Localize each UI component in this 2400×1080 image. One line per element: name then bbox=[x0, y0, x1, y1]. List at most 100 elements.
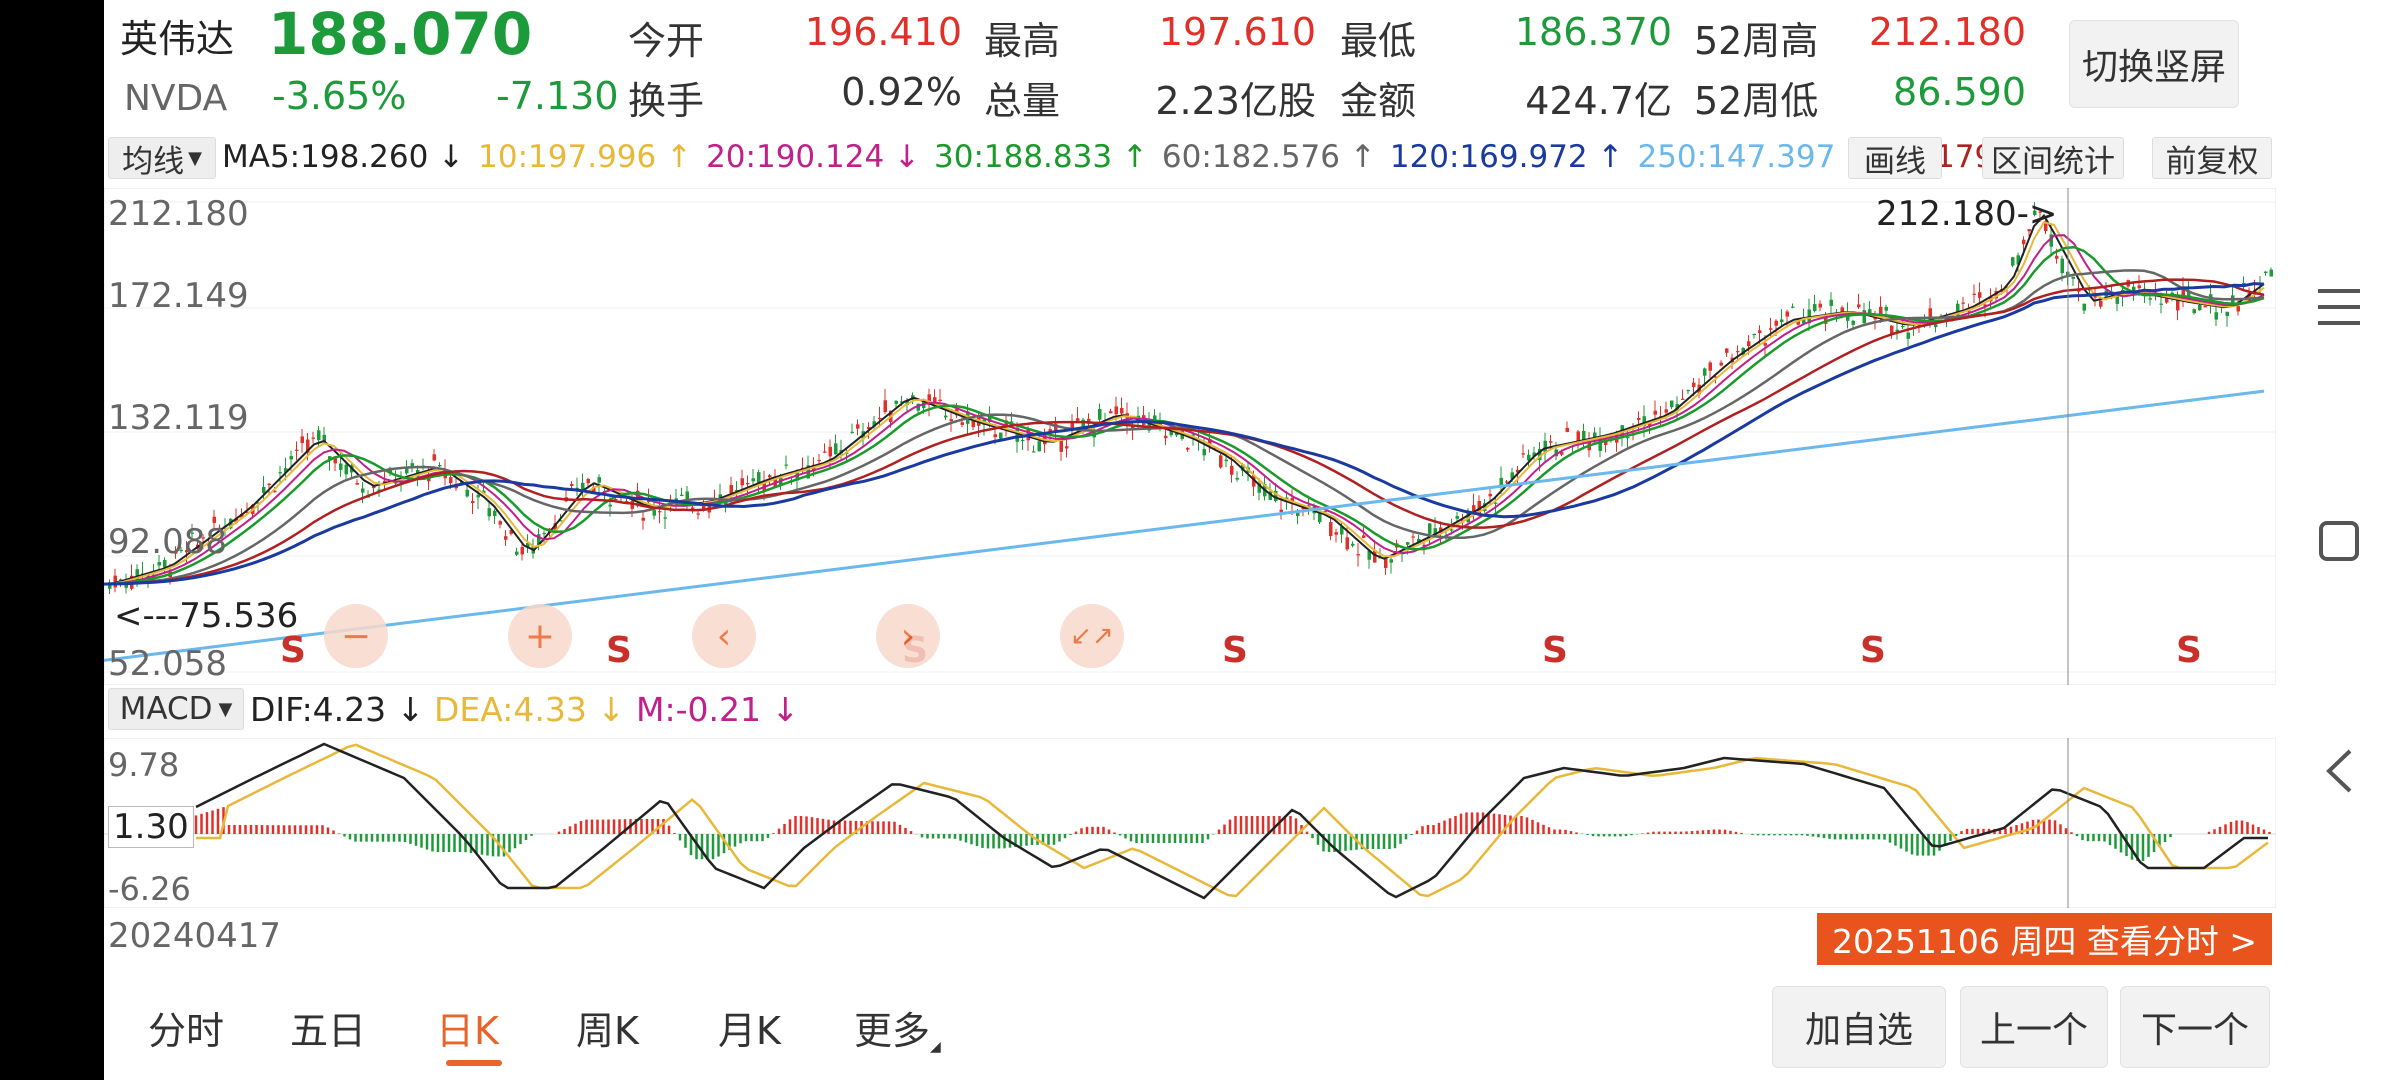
ma-line bbox=[104, 269, 2265, 586]
tab-intraday[interactable]: 分时 bbox=[148, 1009, 225, 1053]
candle bbox=[427, 477, 431, 482]
candle bbox=[1164, 435, 1168, 439]
candle bbox=[1670, 400, 1674, 408]
candle bbox=[1472, 505, 1476, 512]
tab-monthly-k[interactable]: 月K bbox=[718, 1009, 781, 1053]
candle bbox=[1109, 411, 1113, 414]
reset-zoom-button[interactable]: ↙↗ bbox=[1060, 604, 1124, 668]
macd-selector[interactable]: MACD ▼ bbox=[108, 688, 244, 730]
zoom-out-button[interactable]: − bbox=[324, 604, 388, 668]
candle bbox=[328, 456, 332, 460]
candle bbox=[1131, 425, 1135, 430]
candle bbox=[267, 483, 271, 486]
candle bbox=[784, 464, 788, 466]
candle bbox=[1477, 500, 1481, 514]
candle bbox=[1549, 441, 1553, 443]
stat-value: 86.590 bbox=[1893, 70, 2026, 114]
candle bbox=[355, 483, 359, 485]
candle bbox=[1153, 415, 1157, 421]
candle bbox=[1191, 434, 1195, 436]
menu-icon[interactable] bbox=[2316, 286, 2362, 328]
candle bbox=[504, 536, 508, 540]
tab-more[interactable]: 更多◢ bbox=[854, 1000, 941, 1055]
candle bbox=[1527, 454, 1531, 461]
add-watchlist-button[interactable]: 加自选 bbox=[1772, 986, 1946, 1068]
previous-stock-button[interactable]: 上一个 bbox=[1960, 986, 2108, 1068]
ma-line bbox=[104, 278, 2265, 586]
tab-weekly-k[interactable]: 周K bbox=[576, 1009, 639, 1053]
candle bbox=[768, 475, 772, 478]
candle bbox=[410, 463, 414, 469]
range-stats-button[interactable]: 区间统计 bbox=[1982, 137, 2124, 180]
candle bbox=[905, 400, 909, 405]
candle bbox=[1785, 311, 1789, 317]
candle bbox=[1010, 421, 1014, 423]
candle bbox=[1653, 410, 1657, 415]
candle bbox=[2099, 300, 2103, 307]
candle bbox=[157, 562, 161, 566]
candle bbox=[1560, 452, 1564, 455]
start-date: 20240417 bbox=[108, 916, 282, 956]
candle bbox=[1747, 341, 1751, 347]
candle bbox=[284, 468, 288, 473]
square-icon[interactable] bbox=[2318, 520, 2360, 562]
adjust-button[interactable]: 前复权 bbox=[2152, 137, 2272, 180]
ma-line bbox=[104, 221, 2265, 586]
candle bbox=[311, 437, 315, 439]
candle bbox=[1433, 528, 1437, 537]
candle bbox=[526, 542, 530, 548]
candle bbox=[1824, 314, 1828, 324]
next-stock-button[interactable]: 下一个 bbox=[2120, 986, 2270, 1068]
s-mark: S bbox=[1222, 630, 1248, 671]
candle bbox=[2011, 257, 2015, 266]
candle bbox=[1895, 329, 1899, 332]
candle bbox=[1367, 550, 1371, 560]
candle bbox=[834, 443, 838, 455]
candle bbox=[333, 458, 337, 464]
candle bbox=[234, 518, 238, 523]
candle bbox=[597, 477, 601, 483]
candle bbox=[1736, 351, 1740, 353]
candle bbox=[1455, 515, 1459, 519]
stat-label: 最低 bbox=[1340, 19, 1417, 63]
stat-label: 总量 bbox=[984, 79, 1061, 123]
tab-five-day[interactable]: 五日 bbox=[290, 1009, 367, 1053]
candle bbox=[1252, 475, 1256, 487]
candle bbox=[1983, 304, 1987, 307]
s-mark: S bbox=[2176, 630, 2202, 671]
system-nav-bar bbox=[2276, 0, 2400, 1080]
candle bbox=[1857, 304, 1861, 308]
move-left-button[interactable]: ‹ bbox=[692, 604, 756, 668]
active-tab-underline bbox=[446, 1060, 502, 1066]
ma-value: 30:188.833 ↑ bbox=[934, 139, 1148, 175]
candle bbox=[817, 459, 821, 462]
candle bbox=[1389, 559, 1393, 563]
candle bbox=[1334, 532, 1338, 535]
candle bbox=[1032, 451, 1036, 453]
tab-daily-k[interactable]: 日K bbox=[436, 1009, 499, 1053]
macd-y-label-mid: 1.30 bbox=[108, 806, 194, 848]
view-intraday-badge[interactable]: 20251106 周四 查看分时 > bbox=[1817, 913, 2272, 965]
candle bbox=[2203, 306, 2207, 308]
macd-chart[interactable] bbox=[104, 738, 2276, 908]
ma-selector-label: 均线 bbox=[122, 143, 185, 180]
candle bbox=[1340, 526, 1344, 535]
switch-portrait-button[interactable]: 切换竖屏 bbox=[2069, 20, 2239, 108]
candle bbox=[1494, 502, 1498, 504]
candle bbox=[1565, 427, 1569, 432]
candle bbox=[2049, 234, 2053, 247]
candle bbox=[537, 534, 541, 546]
candle bbox=[762, 480, 766, 492]
zoom-in-button[interactable]: + bbox=[508, 604, 572, 668]
candle bbox=[1604, 440, 1608, 445]
candle bbox=[1978, 292, 1982, 298]
candle bbox=[729, 484, 733, 494]
candle bbox=[1780, 319, 1784, 323]
move-right-button[interactable]: › bbox=[876, 604, 940, 668]
ma-selector[interactable]: 均线 ▼ bbox=[108, 137, 216, 180]
draw-line-button[interactable]: 画线 bbox=[1848, 137, 1942, 180]
candle bbox=[218, 527, 222, 530]
back-icon[interactable] bbox=[2324, 748, 2354, 794]
kline-chart[interactable] bbox=[104, 188, 2276, 685]
s-mark: S bbox=[606, 630, 632, 671]
